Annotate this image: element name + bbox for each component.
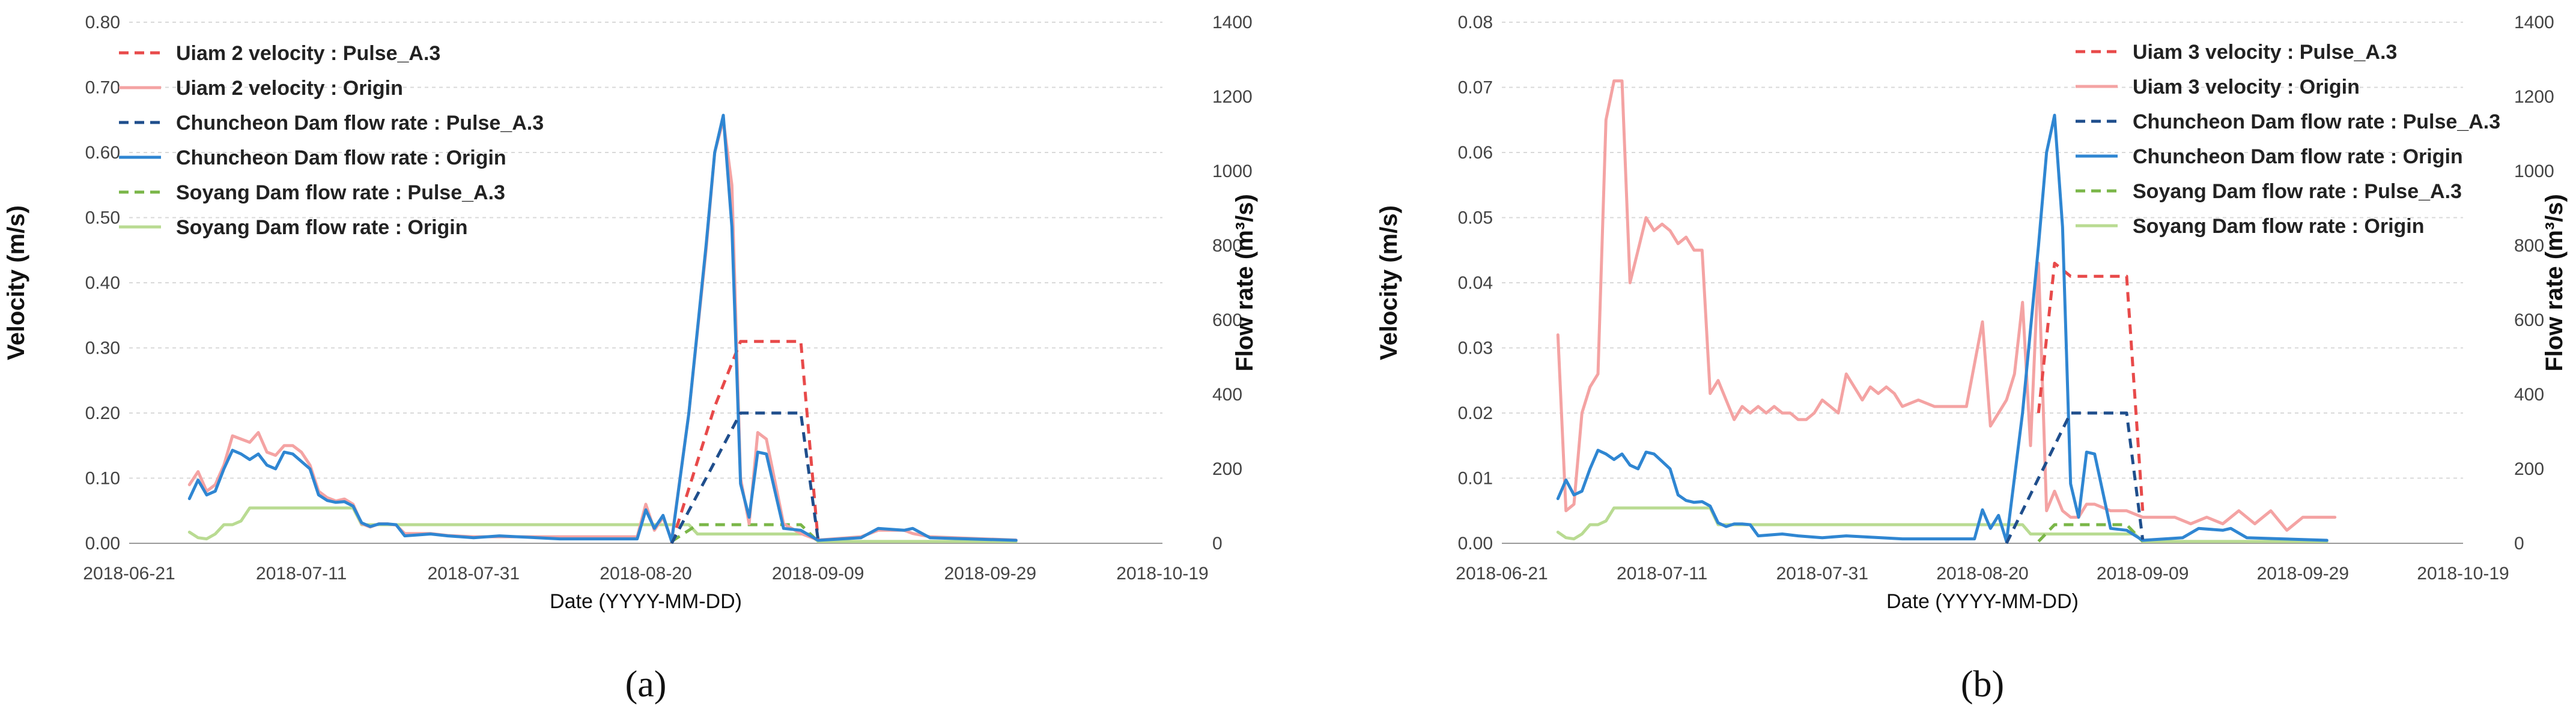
x-tick-label: 2018-09-29 bbox=[2257, 564, 2349, 584]
panel-label: (a) bbox=[625, 664, 667, 705]
y2-tick-label: 1400 bbox=[2514, 13, 2554, 32]
series-line-soyang-dam-flow-rate-pulse-a-3 bbox=[2037, 523, 2144, 543]
series-line-uiam-3-velocity-origin bbox=[1556, 79, 2337, 532]
y2-tick-label: 600 bbox=[1212, 310, 1242, 330]
y-tick-label: 0.40 bbox=[85, 273, 120, 293]
y2-tick-label: 1200 bbox=[2514, 87, 2554, 107]
y2-axis-title: Flow rate (m³/s) bbox=[1232, 194, 1258, 372]
y-axis-title: Velocity (m/s) bbox=[1376, 205, 1402, 360]
series-line-chuncheon-dam-flow-rate-origin bbox=[1556, 113, 2328, 543]
series-line-chuncheon-dam-flow-rate-pulse-a-3 bbox=[670, 411, 820, 545]
legend-label: Soyang Dam flow rate : Pulse_A.3 bbox=[2133, 180, 2462, 203]
legend-label: Chuncheon Dam flow rate : Pulse_A.3 bbox=[176, 112, 544, 134]
y-tick-label: 0.60 bbox=[85, 143, 120, 163]
y-tick-label: 0.00 bbox=[1458, 534, 1493, 554]
y-tick-label: 0.03 bbox=[1458, 339, 1493, 358]
series-line-chuncheon-dam-flow-rate-pulse-a-3 bbox=[2005, 411, 2145, 545]
x-axis-title: Date (YYYY-MM-DD) bbox=[550, 590, 742, 613]
x-tick-label: 2018-09-09 bbox=[772, 564, 864, 584]
legend-label: Soyang Dam flow rate : Origin bbox=[2133, 215, 2425, 238]
y-tick-label: 0.20 bbox=[85, 403, 120, 423]
x-tick-label: 2018-08-20 bbox=[600, 564, 691, 584]
y2-tick-label: 1200 bbox=[1212, 87, 1253, 107]
y2-axis-title: Flow rate (m³/s) bbox=[2541, 194, 2568, 372]
legend-label: Uiam 2 velocity : Origin bbox=[176, 77, 403, 100]
y2-tick-label: 1000 bbox=[2514, 161, 2554, 181]
y-tick-label: 0.04 bbox=[1458, 273, 1493, 293]
legend-label: Chuncheon Dam flow rate : Origin bbox=[2133, 145, 2463, 168]
y-tick-label: 0.02 bbox=[1458, 403, 1493, 423]
y2-tick-label: 400 bbox=[1212, 385, 1242, 405]
legend-label: Soyang Dam flow rate : Origin bbox=[176, 216, 468, 239]
legend-label: Chuncheon Dam flow rate : Pulse_A.3 bbox=[2133, 110, 2500, 133]
chart-panel-a: 0.00 0.10 0.20 0.30 0.40 0.50 0.60 0.70 0.80 0 200… bbox=[3, 13, 1258, 705]
y-axis-title: Velocity (m/s) bbox=[3, 205, 29, 360]
y-tick-label: 0.30 bbox=[85, 339, 120, 358]
x-tick-label: 2018-09-09 bbox=[2097, 564, 2189, 584]
y-tick-label: 0.06 bbox=[1458, 143, 1493, 163]
y-tick-label: 0.00 bbox=[85, 534, 120, 554]
x-tick-label: 2018-09-29 bbox=[944, 564, 1036, 584]
chart-panel-b: 0.00 0.01 0.02 0.03 0.04 0.05 0.06 0.07 0.08 0 200… bbox=[1376, 13, 2568, 705]
y-tick-label: 0.80 bbox=[85, 13, 120, 32]
legend-label: Soyang Dam flow rate : Pulse_A.3 bbox=[176, 181, 505, 204]
y-tick-label: 0.05 bbox=[1458, 208, 1493, 228]
y-tick-label: 0.10 bbox=[85, 469, 120, 489]
y2-tick-label: 0 bbox=[2514, 534, 2524, 554]
y2-tick-label: 800 bbox=[2514, 236, 2544, 256]
y-tick-label: 0.70 bbox=[85, 78, 120, 98]
legend: Uiam 3 velocity : Pulse_A.3 Uiam 3 veloci… bbox=[2076, 41, 2500, 238]
series-line-chuncheon-dam-flow-rate-origin bbox=[187, 113, 1018, 543]
legend: Uiam 2 velocity : Pulse_A.3 Uiam 2 veloci… bbox=[119, 42, 544, 239]
y2-tick-label: 600 bbox=[2514, 310, 2544, 330]
y2-tick-label: 400 bbox=[2514, 385, 2544, 405]
x-tick-label: 2018-07-11 bbox=[1617, 564, 1707, 584]
y2-tick-label: 800 bbox=[1212, 236, 1242, 256]
x-tick-label: 2018-06-21 bbox=[83, 564, 175, 584]
series-line-uiam-2-velocity-pulse-a-3 bbox=[670, 340, 820, 544]
legend-label: Chuncheon Dam flow rate : Origin bbox=[176, 146, 506, 169]
series-line-uiam-3-velocity-pulse-a-3 bbox=[2037, 262, 2145, 511]
y-tick-label: 0.01 bbox=[1458, 469, 1493, 489]
y-tick-label: 0.07 bbox=[1458, 78, 1493, 98]
x-tick-label: 2018-10-19 bbox=[1116, 564, 1208, 584]
legend-label: Uiam 3 velocity : Origin bbox=[2133, 76, 2360, 98]
x-axis-title: Date (YYYY-MM-DD) bbox=[1886, 590, 2079, 613]
y2-tick-label: 200 bbox=[2514, 459, 2544, 479]
panel-label: (b) bbox=[1961, 664, 2004, 705]
y2-tick-label: 1000 bbox=[1212, 161, 1253, 181]
legend-label: Uiam 2 velocity : Pulse_A.3 bbox=[176, 42, 440, 65]
y-tick-label: 0.50 bbox=[85, 208, 120, 228]
x-tick-label: 2018-10-19 bbox=[2417, 564, 2509, 584]
x-tick-label: 2018-07-31 bbox=[1776, 564, 1868, 584]
y2-tick-label: 200 bbox=[1212, 459, 1242, 479]
x-tick-label: 2018-07-31 bbox=[428, 564, 520, 584]
series-line-soyang-dam-flow-rate-origin bbox=[1556, 506, 2328, 543]
x-tick-label: 2018-08-20 bbox=[1936, 564, 2028, 584]
y2-tick-label: 0 bbox=[1212, 534, 1223, 554]
y2-tick-label: 1400 bbox=[1212, 13, 1253, 32]
x-tick-label: 2018-07-11 bbox=[256, 564, 347, 584]
y-tick-label: 0.08 bbox=[1458, 13, 1493, 32]
x-tick-label: 2018-06-21 bbox=[1456, 564, 1548, 584]
legend-label: Uiam 3 velocity : Pulse_A.3 bbox=[2133, 41, 2397, 64]
